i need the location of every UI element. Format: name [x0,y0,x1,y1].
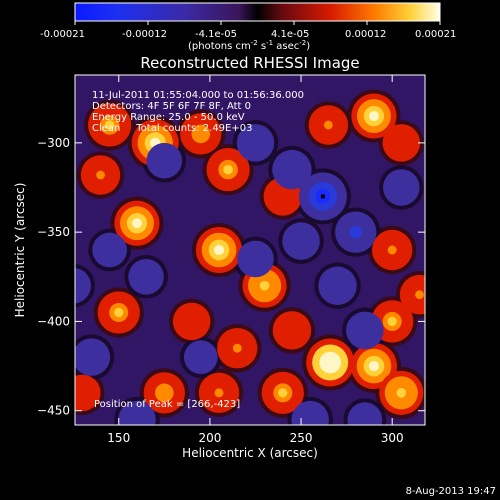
info-peak-position: Position of Peak = [266,-423] [94,399,240,410]
heatmap-blob-positive [278,388,288,398]
info-time-range: 11-Jul-2011 01:55:04.000 to 01:56:36.000 [92,90,304,101]
heatmap-blob-negative [85,351,98,363]
heatmap-blob-positive [278,192,288,201]
colorbar-ticks: -0.00021 -0.00012 -4.1e-05 4.1e-05 0.000… [40,21,456,40]
heatmap-image [75,89,425,425]
heatmap-blob-negative [195,352,206,363]
heatmap-blob-negative [395,182,407,193]
info-energy-range: Energy Range: 25.0 - 50.0 keV [92,112,245,123]
info-total-counts: Clean Total counts: 2.49E+03 [92,123,252,134]
heatmap-blob-negative [249,253,261,265]
heatmap-blob-positive [223,164,233,175]
heatmap-blob-positive [387,316,397,327]
x-tick-label: 300 [381,431,404,445]
y-axis-label: Heliocentric Y (arcsec) [13,183,27,318]
heatmap-blob-negative [359,324,371,336]
colorbar-tick-label: 0.00021 [415,29,456,40]
x-tick-label: 150 [107,431,130,445]
peak-marker [320,194,325,199]
heatmap-blob-negative [359,414,371,425]
heatmap-blob-positive [397,138,406,147]
heatmap-blob-positive [415,290,424,299]
heatmap-blob-positive [78,388,87,397]
colorbar-tick-label: -0.00012 [122,29,167,40]
timestamp: 8-Aug-2013 19:47 [406,486,496,497]
y-tick-label: −350 [37,225,70,239]
heatmap-blob-positive [287,326,297,335]
heatmap-blob-negative [75,268,91,304]
heatmap-blob-positive [96,170,105,180]
heatmap-blob-negative [249,137,262,149]
heatmap-blob-positive [368,111,379,122]
heatmap-blob-negative [158,155,170,167]
heatmap-blob-positive [387,245,397,255]
plot-frame [74,74,426,426]
colorbar-tick-label: -4.1e-05 [195,29,237,40]
heatmap-blob-negative [75,280,79,291]
heatmap-blob-negative [75,275,84,297]
heatmap-blob-negative [331,279,344,292]
colorbar-tick-label: -0.00021 [40,29,85,40]
heatmap-blob-positive [114,307,124,318]
heatmap-blob-negative [349,225,362,239]
heatmap-blob-negative [104,244,115,256]
y-tick-label: −400 [37,314,70,328]
heatmap-blob-positive [324,120,333,130]
x-axis-label: Heliocentric X (arcsec) [182,446,318,460]
colorbar-tick-label: 4.1e-05 [271,29,309,40]
colorbar-unit: (photons cm-2 s-1 asec-2) [188,39,310,52]
heatmap-blob-negative [295,235,307,247]
heatmap-blob-negative [286,163,298,176]
heatmap-blob-negative [304,414,316,425]
heatmap-blob-positive [368,361,380,372]
chart-title: Reconstructed RHESSI Image [140,54,359,72]
y-tick-label: −300 [37,136,70,150]
colorbar-tick-label: 0.00012 [345,29,386,40]
heatmap-blob-positive [259,280,270,291]
x-tick-label: 200 [198,431,221,445]
heatmap-blob-positive [187,317,196,326]
heatmap-blob-positive [213,244,225,256]
heatmap-blob-negative [131,414,143,425]
heatmap-blob-positive [232,343,242,353]
heatmap-blob-positive [214,388,224,398]
y-tick-label: −450 [37,404,70,418]
heatmap-blob-negative [140,271,152,283]
heatmap-blob-positive [159,388,169,398]
heatmap-blob-positive [324,357,336,368]
x-tick-label: 250 [290,431,313,445]
heatmap-blob-positive [104,120,115,130]
heatmap-blob-positive [396,387,407,398]
info-detectors: Detectors: 4F 5F 6F 7F 8F, Att 0 [92,101,251,112]
heatmap-blob-positive [132,218,142,229]
heatmap-blob-positive [196,129,206,139]
axes: 150 200 250 300 −300 −350 −400 −450 [37,75,425,445]
colorbar [74,2,441,22]
